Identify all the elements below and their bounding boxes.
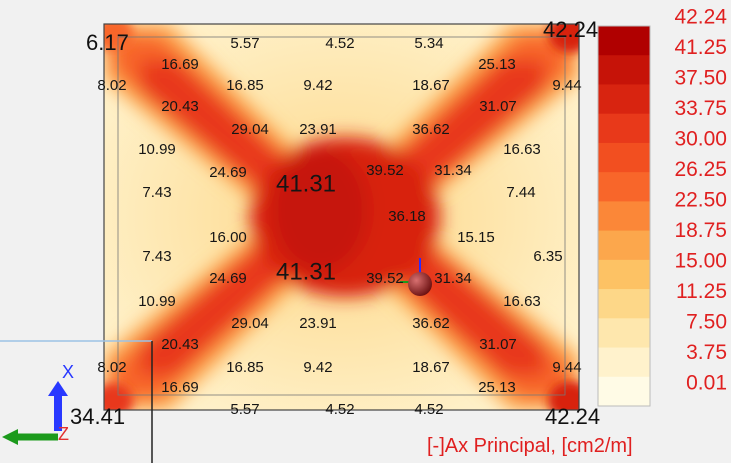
legend-swatch <box>598 289 650 319</box>
corner-value-top-left: 6.17 <box>86 30 129 55</box>
legend-swatch <box>598 172 650 202</box>
corner-value-top-right: 42.24 <box>543 17 598 42</box>
legend-tick-label: 15.00 <box>674 250 727 273</box>
contour-label: 39.52 <box>366 162 404 179</box>
contour-label: 16.69 <box>161 56 199 73</box>
contour-label: 41.31 <box>276 170 336 197</box>
legend-swatch <box>598 230 650 261</box>
contour-label: 20.43 <box>161 98 199 115</box>
contour-label: 16.00 <box>209 229 247 246</box>
legend-swatch <box>598 259 650 290</box>
contour-label: 31.07 <box>479 98 517 115</box>
contour-label: 16.63 <box>503 141 541 158</box>
contour-label: 9.44 <box>552 77 581 94</box>
legend-tick-label: 30.00 <box>674 128 727 151</box>
legend-title: [-]Ax Principal, [cm2/m] <box>427 435 633 457</box>
contour-label: 16.63 <box>503 293 541 310</box>
legend-swatch <box>598 376 650 407</box>
contour-label: 24.69 <box>209 270 247 287</box>
legend-tick-label: 26.25 <box>674 158 727 181</box>
contour-label: 9.42 <box>303 359 332 376</box>
y-axis-arrowhead-icon <box>2 429 18 445</box>
contour-label: 25.13 <box>478 379 516 396</box>
contour-label: 8.02 <box>97 77 126 94</box>
contour-label: 31.34 <box>434 162 472 179</box>
contour-label: 20.43 <box>161 336 199 353</box>
legend-swatch <box>598 201 650 232</box>
corner-value-bottom-left: 34.41 <box>70 404 125 429</box>
contour-label: 24.69 <box>209 164 247 181</box>
x-axis-arrowhead-icon <box>48 381 68 396</box>
contour-label: 31.07 <box>479 336 517 353</box>
contour-label: 7.43 <box>142 248 171 265</box>
contour-label: 18.67 <box>412 77 450 94</box>
legend-tick-label: 7.50 <box>686 311 727 334</box>
legend-tick-label: 37.50 <box>674 67 727 90</box>
legend-tick-label: 3.75 <box>686 341 727 364</box>
contour-label: 7.43 <box>142 184 171 201</box>
legend-swatch <box>598 318 650 349</box>
plate-outline <box>103 23 580 411</box>
legend-tick-label: 42.24 <box>674 6 727 29</box>
contour-label: 5.57 <box>230 35 259 52</box>
legend-swatch <box>598 347 650 378</box>
contour-label: 29.04 <box>231 315 269 332</box>
contour-label: 7.44 <box>506 184 535 201</box>
legend-tick-label: 22.50 <box>674 189 727 212</box>
contour-label: 4.52 <box>414 401 443 418</box>
contour-label: 9.42 <box>303 77 332 94</box>
legend-swatch <box>598 113 650 144</box>
axes-orientation-icon: X Z <box>2 362 74 445</box>
legend-tick-label: 0.01 <box>686 372 727 395</box>
color-legend: 42.24 41.25 37.50 33.75 30.00 26.25 22.50 18.75… <box>597 6 727 407</box>
contour-label: 36.62 <box>412 121 450 138</box>
contour-label: 41.31 <box>276 258 336 285</box>
plate-contour <box>104 24 579 410</box>
legend-swatch <box>598 142 650 173</box>
contour-label: 16.85 <box>226 359 264 376</box>
contour-label: 8.02 <box>97 359 126 376</box>
contour-label: 5.57 <box>230 401 259 418</box>
legend-tick-label: 33.75 <box>674 97 727 120</box>
gizmo-sphere-icon[interactable] <box>408 272 432 296</box>
contour-label: 16.85 <box>226 77 264 94</box>
contour-label: 16.69 <box>161 379 199 396</box>
contour-label: 18.67 <box>412 359 450 376</box>
contour-label: 6.35 <box>533 248 562 265</box>
contour-label: 9.44 <box>552 359 581 376</box>
contour-label: 23.91 <box>299 315 337 332</box>
contour-value-labels: 5.57 4.52 5.34 16.69 25.13 8.02 9.44 16.85 9.42 1… <box>97 35 581 418</box>
contour-label: 15.15 <box>457 229 495 246</box>
contour-label: 4.52 <box>325 35 354 52</box>
contour-label: 31.34 <box>434 270 472 287</box>
legend-swatch <box>598 26 650 56</box>
legend-swatch <box>598 84 650 115</box>
contour-label: 29.04 <box>231 121 269 138</box>
legend-tick-label: 18.75 <box>674 219 727 242</box>
contour-label: 25.13 <box>478 56 516 73</box>
plate-inner-outline <box>117 36 566 396</box>
contour-label: 39.52 <box>366 270 404 287</box>
legend-tick-label: 41.25 <box>674 36 727 59</box>
move-gizmo[interactable] <box>400 258 432 296</box>
legend-frame <box>597 25 651 407</box>
x-axis-label: X <box>62 362 74 382</box>
z-axis-label: Z <box>58 424 69 444</box>
contour-label: 5.34 <box>414 35 443 52</box>
corner-value-bottom-right: 42.24 <box>545 404 600 429</box>
contour-label: 36.18 <box>388 208 426 225</box>
contour-label: 10.99 <box>138 141 176 158</box>
legend-swatch <box>598 55 650 85</box>
contour-label: 23.91 <box>299 121 337 138</box>
contour-label: 36.62 <box>412 315 450 332</box>
contour-label: 10.99 <box>138 293 176 310</box>
contour-label: 4.52 <box>325 401 354 418</box>
legend-tick-label: 11.25 <box>676 280 727 303</box>
